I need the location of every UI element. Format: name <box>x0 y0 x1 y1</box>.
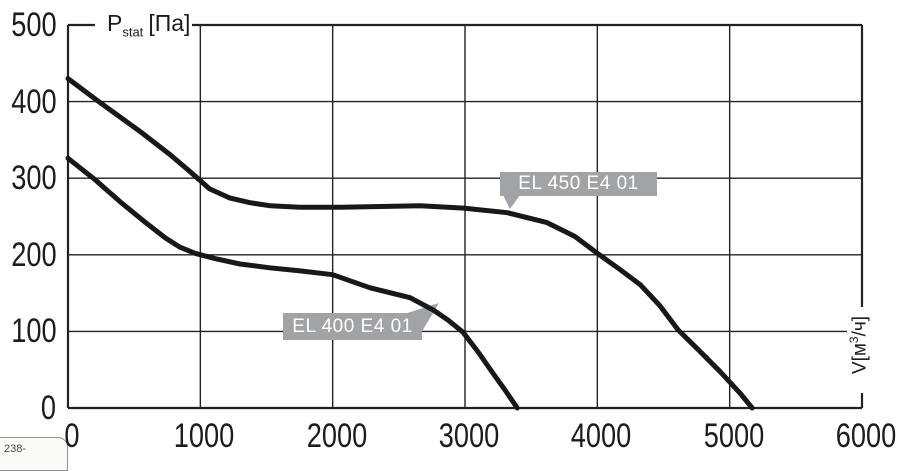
y-tick-label-200: 200 <box>11 235 57 274</box>
x-tick-label-3000: 3000 <box>438 417 500 455</box>
y-tick-label-100: 100 <box>11 312 57 351</box>
y-tick-label-500: 500 <box>11 6 57 44</box>
fan-performance-chart: Pstat [Па] V[м3/ч] EL 450 E4 01 EL 400 E4… <box>0 6 897 471</box>
y-tick-label-300: 300 <box>11 159 57 198</box>
series-label-el-400-e4-01: EL 400 E4 01 <box>283 313 422 340</box>
x-tick-label-5000: 5000 <box>703 417 764 455</box>
y-tick-label-400: 400 <box>11 82 57 121</box>
x-tick-label-2000: 2000 <box>306 417 367 455</box>
pressure-subscript: stat <box>122 24 144 40</box>
x-tick-label-1000: 1000 <box>174 417 235 455</box>
y-axis-title: Pstat [Па] <box>107 10 190 40</box>
x-tick-label-0: 0 <box>64 417 80 455</box>
curve-el-450-e4-01 <box>65 76 755 411</box>
page-badge-text: 238- <box>4 443 27 455</box>
series-label-el-450-e4-01: EL 450 E4 01 <box>500 172 657 196</box>
x-axis-title: V[м3/ч] <box>847 307 870 383</box>
pressure-unit: [Па] <box>148 10 191 36</box>
y-tick-label-0: 0 <box>40 389 56 427</box>
pressure-symbol: P <box>107 10 123 36</box>
x-tick-label-4000: 4000 <box>571 417 632 455</box>
chart-canvas <box>65 23 864 411</box>
curve-el-400-e4-01 <box>65 155 520 411</box>
x-tick-label-6000: 6000 <box>835 417 897 455</box>
callout-pointer-0 <box>503 195 520 209</box>
